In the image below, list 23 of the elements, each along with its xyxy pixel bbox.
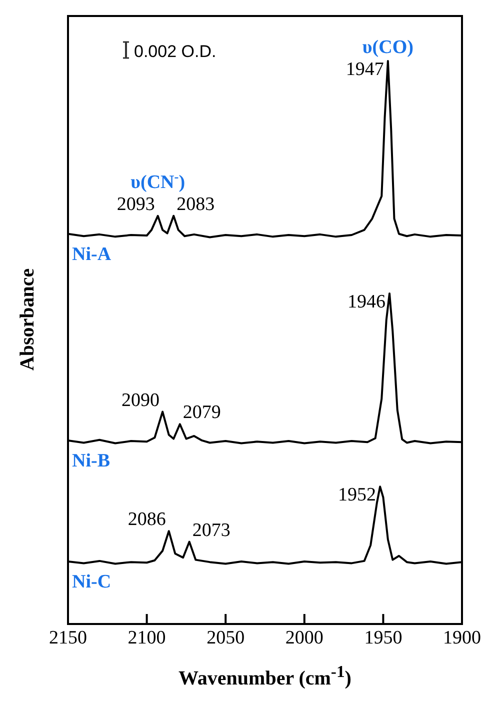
series-label: Ni-A [72, 244, 112, 265]
annotation: 2093 [116, 194, 155, 215]
series-label: Ni-C [72, 572, 112, 593]
annotation: 2073 [192, 520, 230, 541]
x-tick-label: 2050 [206, 627, 245, 648]
annotation: υ(CN$^{-}$) [130, 168, 186, 193]
y-axis-title: Absorbance [16, 267, 40, 373]
x-tick-label: 2000 [285, 627, 324, 648]
annotation: 1947 [346, 59, 384, 80]
annotation: υ(CO) [362, 37, 414, 58]
annotation: 1946 [348, 292, 386, 313]
series-label: Ni-B [72, 450, 110, 472]
annotation: 2090 [122, 390, 160, 411]
x-axis-title: Wavenumber (cm$^{-1}$) [178, 662, 352, 691]
annotation: 2086 [128, 509, 166, 530]
x-tick-label: 1950 [364, 627, 402, 648]
x-tick-label: 2100 [128, 627, 166, 648]
annotation: 2079 [182, 402, 221, 424]
annotation: 2083 [176, 194, 215, 215]
text: 0.002 O.D. [134, 42, 216, 61]
x-tick-label: 2150 [49, 627, 87, 648]
x-tick-label: 1900 [443, 627, 481, 648]
annotation: 1952 [338, 484, 376, 506]
